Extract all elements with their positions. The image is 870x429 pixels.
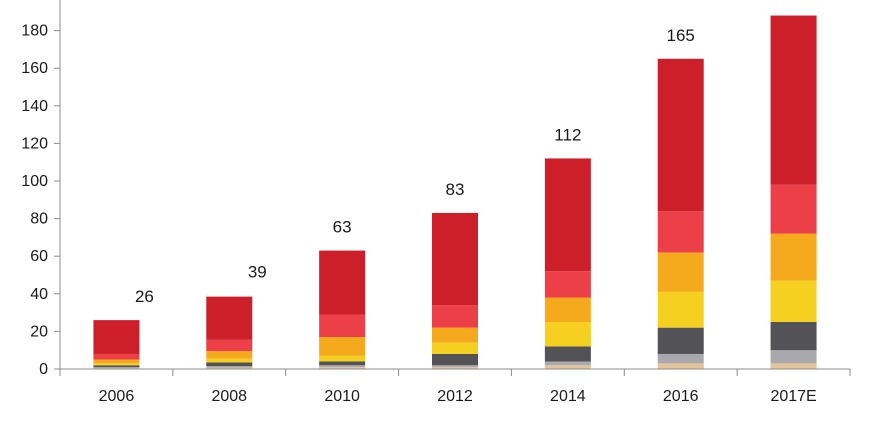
- bar-segment: [432, 212, 478, 306]
- y-tick-label: 100: [21, 173, 48, 190]
- bar-segment: [657, 327, 704, 354]
- bar-segment: [93, 353, 140, 360]
- total-label: 188: [779, 0, 807, 2]
- bar-segment: [319, 337, 366, 356]
- bar-segment: [93, 320, 140, 354]
- x-tick-label: 2006: [99, 388, 135, 405]
- bar-segment: [770, 280, 817, 322]
- bar-segment: [319, 365, 366, 368]
- bar-segment: [93, 367, 140, 369]
- bar-segment: [206, 351, 253, 359]
- bar-segment: [206, 339, 253, 352]
- total-label: 112: [554, 125, 581, 144]
- x-tick-label: 2010: [324, 388, 360, 405]
- y-tick-label: 120: [21, 135, 48, 152]
- y-tick-label: 200: [21, 0, 48, 2]
- bar-segment: [544, 346, 591, 362]
- bar-segment: [319, 355, 366, 362]
- bar-segment: [657, 353, 704, 364]
- y-tick-label: 140: [21, 98, 48, 115]
- bar-stack: [93, 320, 140, 369]
- x-tick-label: 2012: [437, 388, 473, 405]
- bar-segment: [206, 358, 253, 363]
- x-axis: 2006 2008 2010 2012 2014 2016 2017E: [59, 368, 851, 405]
- bar-segment: [770, 15, 817, 185]
- y-tick-label: 20: [30, 323, 48, 340]
- y-tick-label: 160: [21, 60, 48, 77]
- bar-stack: [206, 296, 253, 369]
- bar-segment: [770, 350, 817, 364]
- bar-segment: [770, 322, 817, 351]
- bar-segment: [657, 291, 704, 328]
- bar-segment: [206, 367, 253, 369]
- bar-segment: [544, 365, 591, 369]
- bar-segment: [319, 367, 366, 369]
- total-label: 63: [333, 218, 352, 237]
- bar-stack: [770, 15, 817, 369]
- bar-segment: [544, 361, 591, 366]
- bars: [93, 15, 817, 369]
- bar-segment: [432, 305, 478, 328]
- bar-segment: [432, 365, 478, 368]
- bar-segment: [544, 297, 591, 322]
- bar-segment: [770, 233, 817, 281]
- x-tick-label: 2014: [550, 388, 586, 405]
- bar-segment: [206, 362, 253, 367]
- total-label: 39: [248, 263, 267, 282]
- bar-stack: [657, 58, 704, 369]
- bar-segment: [432, 327, 478, 343]
- bar-segment: [319, 250, 366, 315]
- bar-stack: [544, 158, 591, 369]
- y-tick-label: 60: [30, 248, 48, 265]
- bar-segment: [432, 367, 478, 369]
- y-tick-label: 180: [21, 23, 48, 40]
- bar-stack: [319, 250, 366, 369]
- bar-segment: [657, 363, 704, 369]
- y-axis: 0 20 40 60 80 100 120 140 160 180 200: [21, 0, 61, 378]
- total-label: 165: [667, 26, 695, 45]
- x-tick-label: 2008: [211, 388, 247, 405]
- bar-segment: [93, 365, 140, 368]
- bar-segment: [544, 322, 591, 347]
- bar-segment: [657, 252, 704, 292]
- bar-segment: [770, 363, 817, 369]
- bar-segment: [657, 58, 704, 212]
- y-tick-label: 0: [39, 361, 48, 378]
- total-labels: 26 39 63 83 112 165 188: [135, 0, 808, 306]
- bar-segment: [93, 359, 140, 364]
- total-label: 83: [446, 180, 465, 199]
- bar-segment: [206, 296, 253, 340]
- bar-segment: [432, 353, 478, 366]
- x-tick-label: 2016: [663, 388, 699, 405]
- bar-segment: [432, 342, 478, 354]
- bar-stack: [432, 212, 478, 369]
- x-tick-label: 2017E: [770, 388, 816, 405]
- bar-segment: [93, 363, 140, 366]
- bar-segment: [206, 366, 253, 368]
- y-tick-label: 40: [30, 286, 48, 303]
- bar-segment: [319, 361, 366, 366]
- bar-segment: [770, 184, 817, 234]
- total-label: 26: [135, 287, 154, 306]
- bar-segment: [544, 271, 591, 298]
- bar-segment: [544, 158, 591, 272]
- y-tick-label: 80: [30, 211, 48, 228]
- bar-segment: [657, 211, 704, 253]
- bar-segment: [319, 314, 366, 338]
